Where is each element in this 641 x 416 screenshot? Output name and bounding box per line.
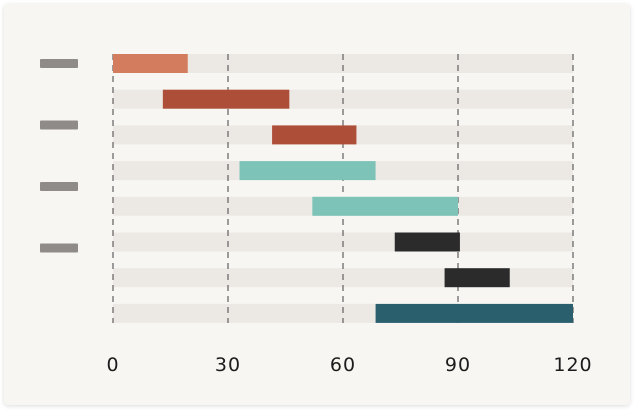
task-bar-5	[312, 196, 458, 216]
row-label-placeholders	[40, 59, 78, 253]
x-tick-label-30: 30	[215, 354, 241, 376]
row-label-placeholder-a	[40, 59, 78, 68]
task-bars	[113, 54, 573, 323]
task-bar-3	[272, 125, 357, 145]
x-axis-ticks: 0 30 60 90 120	[106, 354, 592, 376]
x-tick-label-0: 0	[106, 354, 119, 376]
x-tick-label-90: 90	[445, 354, 471, 376]
x-tick-label-60: 60	[330, 354, 356, 376]
task-bar-6	[394, 232, 460, 252]
task-bar-4	[239, 161, 376, 181]
task-bar-8	[375, 303, 573, 323]
task-bar-2	[162, 89, 290, 109]
row-label-placeholder-b	[40, 120, 78, 130]
x-tick-label-120: 120	[553, 354, 592, 376]
task-bar-1	[113, 54, 188, 73]
row-label-placeholder-d	[40, 243, 78, 253]
row-label-placeholder-c	[40, 182, 78, 191]
task-bar-7	[444, 268, 510, 288]
